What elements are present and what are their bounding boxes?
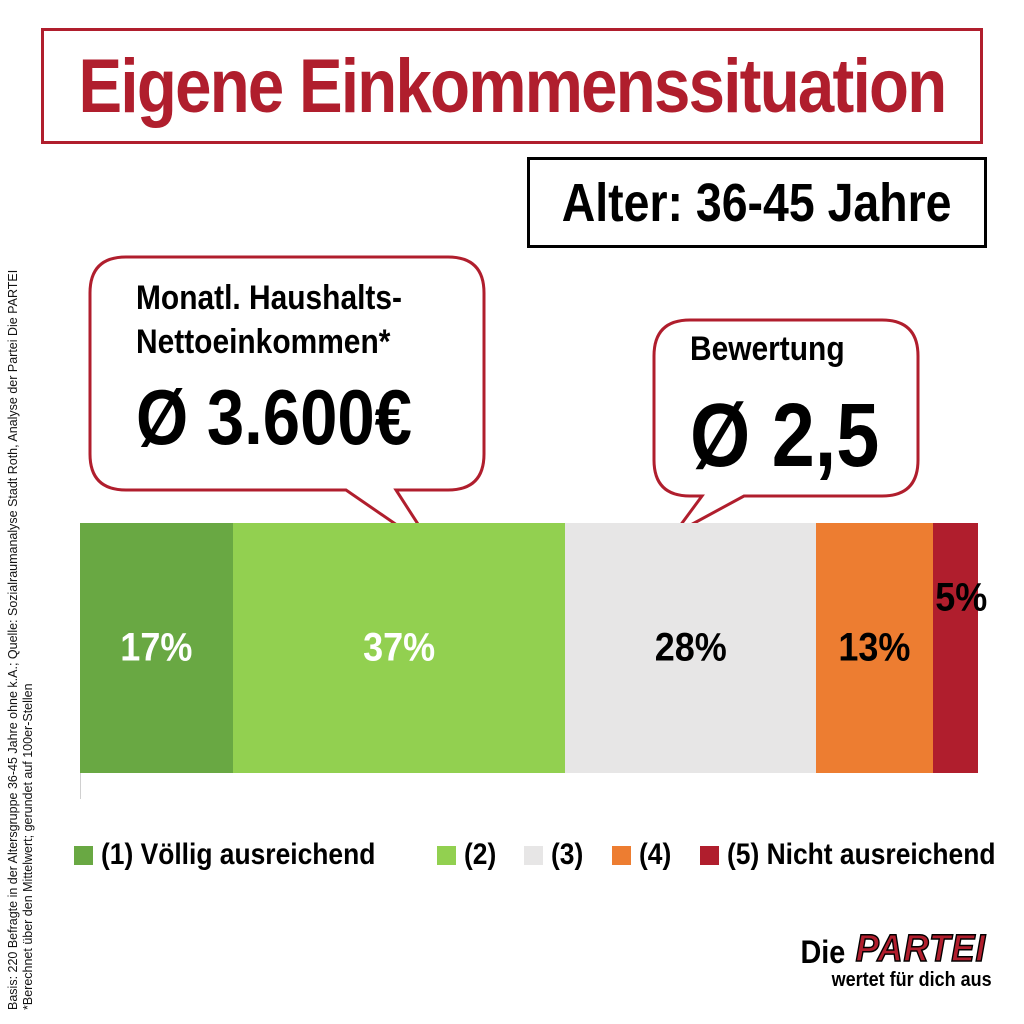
bar-segment-1: 17%	[80, 523, 233, 773]
legend-label-2: (2)	[463, 838, 497, 871]
legend-label-3: (3)	[551, 838, 584, 871]
title-box: Eigene Einkommenssituation	[41, 28, 983, 144]
legend-swatch-3	[524, 845, 544, 865]
legend-item-5: (5) Nicht ausreichend	[699, 838, 1024, 872]
legend-label-4: (4)	[639, 838, 672, 871]
legend-swatch-4	[612, 845, 632, 865]
source-note-line2: *Berechnet über den Mittelwert; gerundet…	[21, 683, 35, 1010]
subtitle-box: Alter: 36-45 Jahre	[527, 157, 987, 248]
party-logo: Die PARTEI wertet für dich aus	[798, 927, 992, 992]
bar-segment-2: 37%	[232, 523, 565, 773]
logo-die: Die	[800, 934, 846, 970]
bar-segment-4: 13%	[816, 523, 934, 773]
income-label-line2: Nettoeinkommen*	[136, 323, 391, 361]
rating-value: Ø 2,5	[690, 386, 880, 486]
data-label-2: 37%	[362, 625, 435, 670]
legend: (1) Völlig ausreichend (2) (3) (4) (5) Nicht…	[74, 838, 1024, 872]
legend-item-1: (1) Völlig ausreichend	[74, 838, 413, 872]
legend-item-2: (2)	[436, 838, 501, 872]
source-note-line1: Basis: 220 Befragte in der Altersgruppe …	[6, 269, 20, 1010]
legend-label-5: (5) Nicht ausreichend	[726, 838, 996, 871]
logo-slogan: wertet für dich aus	[831, 969, 992, 991]
stacked-bar: 17% 37% 28% 13% 5%	[80, 523, 988, 773]
legend-label-1: (1) Völlig ausreichend	[101, 838, 376, 871]
legend-swatch-5	[699, 845, 719, 865]
legend-item-3: (3)	[524, 838, 588, 872]
data-label-4: 13%	[838, 625, 911, 670]
data-label-3: 28%	[654, 625, 727, 670]
logo-partei: PARTEI	[855, 927, 987, 971]
chart-subtitle: Alter: 36-45 Jahre	[562, 172, 952, 233]
bar-segment-5: 5%	[933, 523, 988, 773]
rating-bubble-shape	[652, 318, 920, 536]
chart-title: Eigene Einkommenssituation	[78, 43, 948, 129]
income-bubble-shape	[88, 255, 486, 554]
data-label-5: 5%	[935, 575, 988, 620]
bar-segment-3: 28%	[564, 523, 817, 773]
source-note: Basis: 220 Befragte in der Altersgruppe …	[6, 150, 36, 1010]
income-label-line1: Monatl. Haushalts-	[136, 279, 402, 317]
legend-swatch-1	[74, 845, 93, 865]
legend-swatch-2	[436, 845, 456, 865]
income-bubble-label: Monatl. Haushalts- Nettoeinkommen*	[136, 276, 402, 364]
rating-label: Bewertung	[690, 330, 845, 368]
data-label-1: 17%	[120, 625, 193, 670]
legend-item-4: (4)	[612, 838, 676, 872]
income-value: Ø 3.600€	[136, 373, 412, 461]
